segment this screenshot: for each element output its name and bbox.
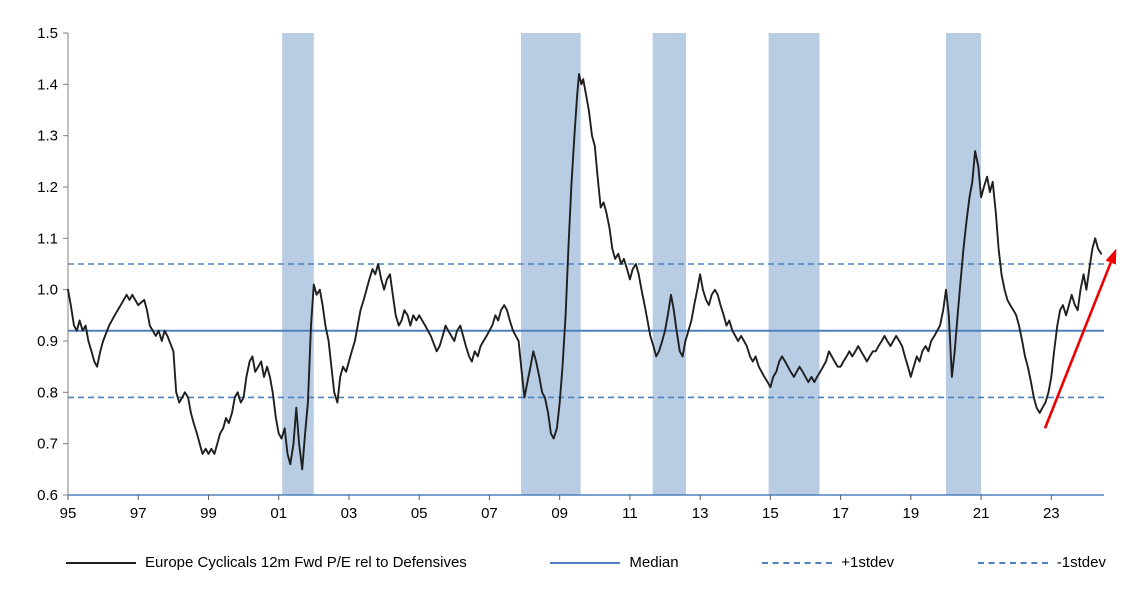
x-tick-label: 19	[903, 505, 920, 522]
x-tick-label: 15	[762, 505, 779, 522]
chart-legend: Europe Cyclicals 12m Fwd P/E rel to Defe…	[0, 554, 1140, 571]
legend-item-median: Median	[550, 554, 679, 571]
series-line-sample	[66, 561, 136, 564]
legend-label-plus1stdev: +1stdev	[841, 554, 895, 571]
x-tick-label: 01	[270, 505, 287, 522]
legend-label-minus1stdev: -1stdev	[1056, 554, 1106, 571]
plus1stdev-line-sample	[762, 561, 833, 564]
y-tick-label: 1.2	[37, 179, 58, 196]
series-line	[67, 73, 1103, 471]
legend-label-series: Europe Cyclicals 12m Fwd P/E rel to Defe…	[145, 554, 467, 571]
y-tick-label: 1.4	[37, 76, 58, 93]
x-tick-label: 99	[200, 505, 217, 522]
x-tick-label: 95	[60, 505, 77, 522]
trend-arrow	[1043, 262, 1112, 429]
x-tick-label: 23	[1043, 505, 1060, 522]
median-line-sample	[550, 561, 621, 564]
x-tick-label: 21	[973, 505, 990, 522]
trend-arrow-head	[1105, 248, 1117, 265]
y-tick-label: 1.1	[37, 230, 58, 247]
legend-item-series: Europe Cyclicals 12m Fwd P/E rel to Defe…	[66, 554, 467, 571]
x-tick-label: 17	[832, 505, 849, 522]
line-chart-canvas: 95 97 99 01 03 05 07 09 11 13 15 17 19 21 23 0.6 0.7 0.8 0…	[37, 25, 1117, 522]
legend-item-minus1stdev: -1stdev	[977, 554, 1106, 571]
x-tick-label: 03	[341, 505, 358, 522]
y-tick-label: 0.9	[37, 333, 58, 350]
y-tick-label: 1.0	[37, 282, 58, 299]
x-tick-label: 07	[481, 505, 498, 522]
x-tick-label: 97	[130, 505, 147, 522]
x-tick-label: 05	[411, 505, 428, 522]
y-tick-label: 0.6	[37, 487, 58, 504]
y-tick-label: 0.8	[37, 384, 58, 401]
y-tick-label: 1.3	[37, 128, 58, 145]
x-tick-label: 11	[622, 505, 638, 522]
y-tick-label: 0.7	[37, 436, 58, 453]
x-tick-label: 13	[692, 505, 709, 522]
y-tick-label: 1.5	[37, 25, 58, 42]
minus1stdev-line-sample	[977, 561, 1048, 564]
x-tick-label: 09	[551, 505, 568, 522]
legend-item-plus1stdev: +1stdev	[762, 554, 894, 571]
legend-label-median: Median	[629, 554, 679, 571]
